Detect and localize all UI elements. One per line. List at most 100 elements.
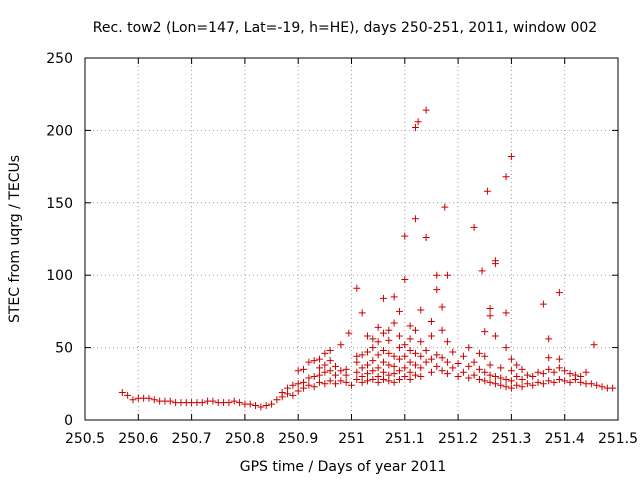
data-point [417,364,425,372]
data-point [513,361,521,369]
data-point [262,402,270,410]
data-point [401,341,409,349]
data-point [593,381,601,389]
data-point [518,375,526,383]
data-point [342,365,350,373]
data-point [454,360,462,368]
data-point [555,375,563,383]
data-point [502,344,510,352]
data-point [486,305,494,313]
data-point [316,355,324,363]
data-point [401,232,409,240]
data-point [422,106,430,114]
data-point [310,357,318,365]
data-point [555,355,563,363]
data-point [369,357,377,365]
data-point [411,124,419,132]
data-point [379,375,387,383]
data-point [475,375,483,383]
data-point [321,349,329,357]
data-point [561,377,569,385]
data-point [300,365,308,373]
y-tick-label: 100 [46,268,73,284]
data-point [497,381,505,389]
data-point [507,367,515,375]
data-point [427,318,435,326]
data-point [332,362,340,370]
data-point [449,348,457,356]
data-point [555,289,563,297]
data-point [326,367,334,375]
x-tick-label: 251 [338,431,365,447]
data-point [529,381,537,389]
data-point [257,403,265,411]
data-point [417,352,425,360]
y-tick-label: 50 [55,341,73,357]
data-point [337,341,345,349]
data-point [422,234,430,242]
data-point [406,322,414,330]
data-point [385,361,393,369]
data-point [427,355,435,363]
y-tick-label: 200 [46,123,73,139]
data-point [129,396,137,404]
data-point [369,375,377,383]
data-point [348,381,355,389]
x-tick-label: 251.2 [438,431,478,447]
data-point [150,396,158,404]
x-tick-label: 251.1 [385,431,425,447]
data-point [513,381,521,389]
data-point [502,375,510,383]
data-point [363,370,371,378]
data-point [481,377,489,385]
data-point [486,312,494,320]
data-point [502,173,510,181]
chart-title: Rec. tow2 (Lon=147, Lat=-19, h=HE), days… [93,20,597,36]
x-tick-label: 250.5 [65,431,105,447]
data-point [590,341,598,349]
data-point [411,371,419,379]
data-point [545,354,553,362]
data-point [491,380,499,388]
data-point [406,375,414,383]
data-point [390,370,398,378]
data-point [502,309,510,317]
data-point [337,367,345,375]
data-point [390,319,398,327]
data-point [406,368,414,376]
data-point [124,391,132,399]
y-axis-label: STEC from uqrg / TECUs [7,155,23,323]
data-point [230,397,238,405]
data-point [443,358,451,366]
data-point [395,367,403,375]
data-point [491,373,499,381]
data-point [566,378,574,386]
data-point [529,373,537,381]
data-point [321,368,329,376]
data-point [353,284,361,292]
data-point [316,378,324,386]
gridlines [85,58,618,420]
data-point [539,370,547,378]
data-point [379,329,387,337]
data-point [353,368,361,376]
data-point [390,352,398,360]
data-point [470,371,478,379]
data-point [545,377,553,385]
data-point [545,365,553,373]
data-point [454,373,462,381]
data-point [401,352,409,360]
data-point [363,348,371,356]
data-point [358,364,366,372]
data-point [561,367,569,375]
data-point [118,388,126,396]
data-point [305,358,313,366]
data-point [395,332,403,340]
data-point [369,367,377,375]
data-point [523,371,531,379]
data-point [310,373,318,381]
data-point [268,400,276,408]
data-point [478,267,486,275]
data-point [518,383,526,391]
